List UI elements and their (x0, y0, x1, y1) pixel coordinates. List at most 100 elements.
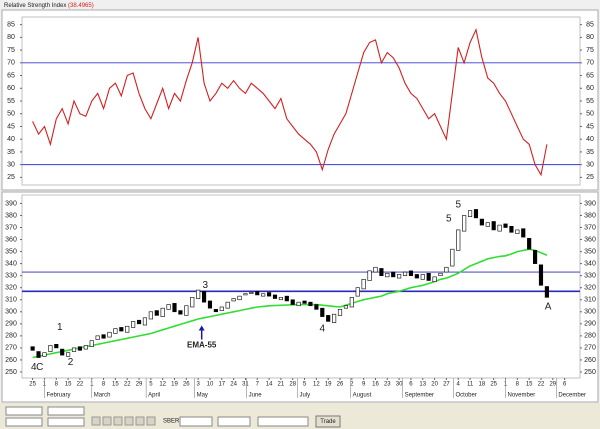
month-label: October (456, 393, 477, 399)
y-tick-label: 340 (5, 260, 17, 267)
candle (397, 274, 402, 279)
trade-button[interactable] (315, 415, 341, 428)
x-tick-label: 25 (490, 382, 497, 388)
annotation: 2 (68, 357, 74, 368)
y-tick-label: 30 (7, 161, 15, 168)
candle (373, 266, 378, 273)
x-tick-label: 9 (362, 382, 366, 388)
x-tick-label: 8 (516, 382, 520, 388)
y-tick-label: 320 (5, 285, 17, 292)
candle (101, 334, 106, 339)
y-tick-label: 60 (7, 85, 15, 92)
month-label: June (249, 393, 263, 399)
month-label: May (197, 393, 208, 399)
candle (178, 310, 183, 315)
x-tick-label: 28 (289, 382, 296, 388)
dropdown[interactable] (179, 416, 213, 427)
candle (95, 335, 100, 340)
candle (326, 315, 331, 322)
dropdown[interactable] (5, 417, 43, 427)
month-label: September (405, 393, 434, 399)
y-tick-label: 370 (5, 224, 17, 231)
x-tick-label: 2 (350, 382, 354, 388)
y-tick-label: 350 (5, 248, 17, 255)
y-tick-label-right: 45 (586, 123, 594, 130)
annotation: EMA-55 (187, 341, 217, 350)
annotation: C (36, 362, 43, 373)
candle (36, 351, 41, 358)
x-tick-label: 6 (563, 382, 567, 388)
x-tick-label: 15 (526, 382, 533, 388)
x-tick-label: 1 (43, 382, 47, 388)
x-tick-label: 12 (313, 382, 320, 388)
y-tick-label-right: 350 (584, 248, 596, 255)
x-tick-label: 26 (183, 382, 190, 388)
candle (119, 327, 124, 332)
tool-button[interactable] (113, 416, 123, 426)
x-tick-label: 19 (171, 382, 178, 388)
tool-button[interactable] (124, 416, 134, 426)
x-tick-label: 26 (337, 382, 344, 388)
candle (290, 299, 295, 305)
ema-line (32, 248, 548, 359)
tool-button[interactable] (146, 416, 156, 426)
x-tick-label: 15 (65, 382, 72, 388)
rsi-title: Relative Strength Index (38.4965) (4, 3, 94, 9)
y-tick-label-right: 85 (586, 21, 594, 28)
candle (136, 319, 142, 325)
candle (408, 270, 414, 276)
y-tick-label: 260 (5, 357, 17, 364)
candle (432, 276, 437, 282)
candle (467, 210, 473, 217)
y-tick-label-right: 360 (584, 236, 596, 243)
x-tick-label: 27 (443, 382, 450, 388)
trade-button-label[interactable]: Trade (320, 419, 336, 425)
y-tick-label: 55 (7, 98, 15, 105)
y-tick-label-right: 60 (586, 85, 594, 92)
candle (355, 287, 360, 297)
tool-button[interactable] (91, 416, 101, 426)
candle (42, 352, 47, 357)
candle (332, 313, 337, 323)
toolbar: SBER Trade (0, 403, 600, 429)
annotation: 4 (319, 323, 325, 334)
dropdown[interactable] (47, 417, 85, 427)
y-tick-label-right: 35 (586, 149, 594, 156)
candle (544, 286, 549, 298)
x-tick-label: 14 (266, 382, 273, 388)
month-label: March (94, 393, 111, 399)
x-tick-label: 1 (504, 382, 508, 388)
annotation: 1 (57, 322, 63, 333)
input[interactable] (257, 416, 309, 427)
candle (225, 301, 230, 309)
candle (77, 346, 83, 351)
x-tick-label: 18 (479, 382, 486, 388)
candle (184, 305, 189, 316)
dropdown[interactable] (217, 416, 251, 427)
y-tick-label-right: 320 (584, 285, 596, 292)
candle (231, 298, 236, 302)
x-tick-label: 5 (303, 382, 307, 388)
x-tick-label: 15 (112, 382, 119, 388)
month-label: August (353, 393, 372, 399)
dropdown[interactable] (47, 406, 85, 416)
annotation: 4 (31, 362, 37, 373)
candle (255, 291, 260, 296)
x-tick-label: 11 (467, 382, 474, 388)
y-tick-label: 70 (7, 60, 15, 67)
candle (444, 266, 449, 273)
candle (521, 228, 526, 238)
x-tick-label: 5 (149, 382, 153, 388)
annotation-arrowhead (198, 325, 205, 331)
tool-button[interactable] (135, 416, 145, 426)
x-tick-label: 12 (159, 382, 166, 388)
x-tick-label: 7 (256, 382, 260, 388)
tool-button[interactable] (102, 416, 112, 426)
y-tick-label: 380 (5, 212, 17, 219)
x-tick-label: 30 (396, 382, 403, 388)
dropdown[interactable] (5, 406, 43, 416)
candle (213, 309, 218, 313)
month-label: April (148, 393, 160, 399)
